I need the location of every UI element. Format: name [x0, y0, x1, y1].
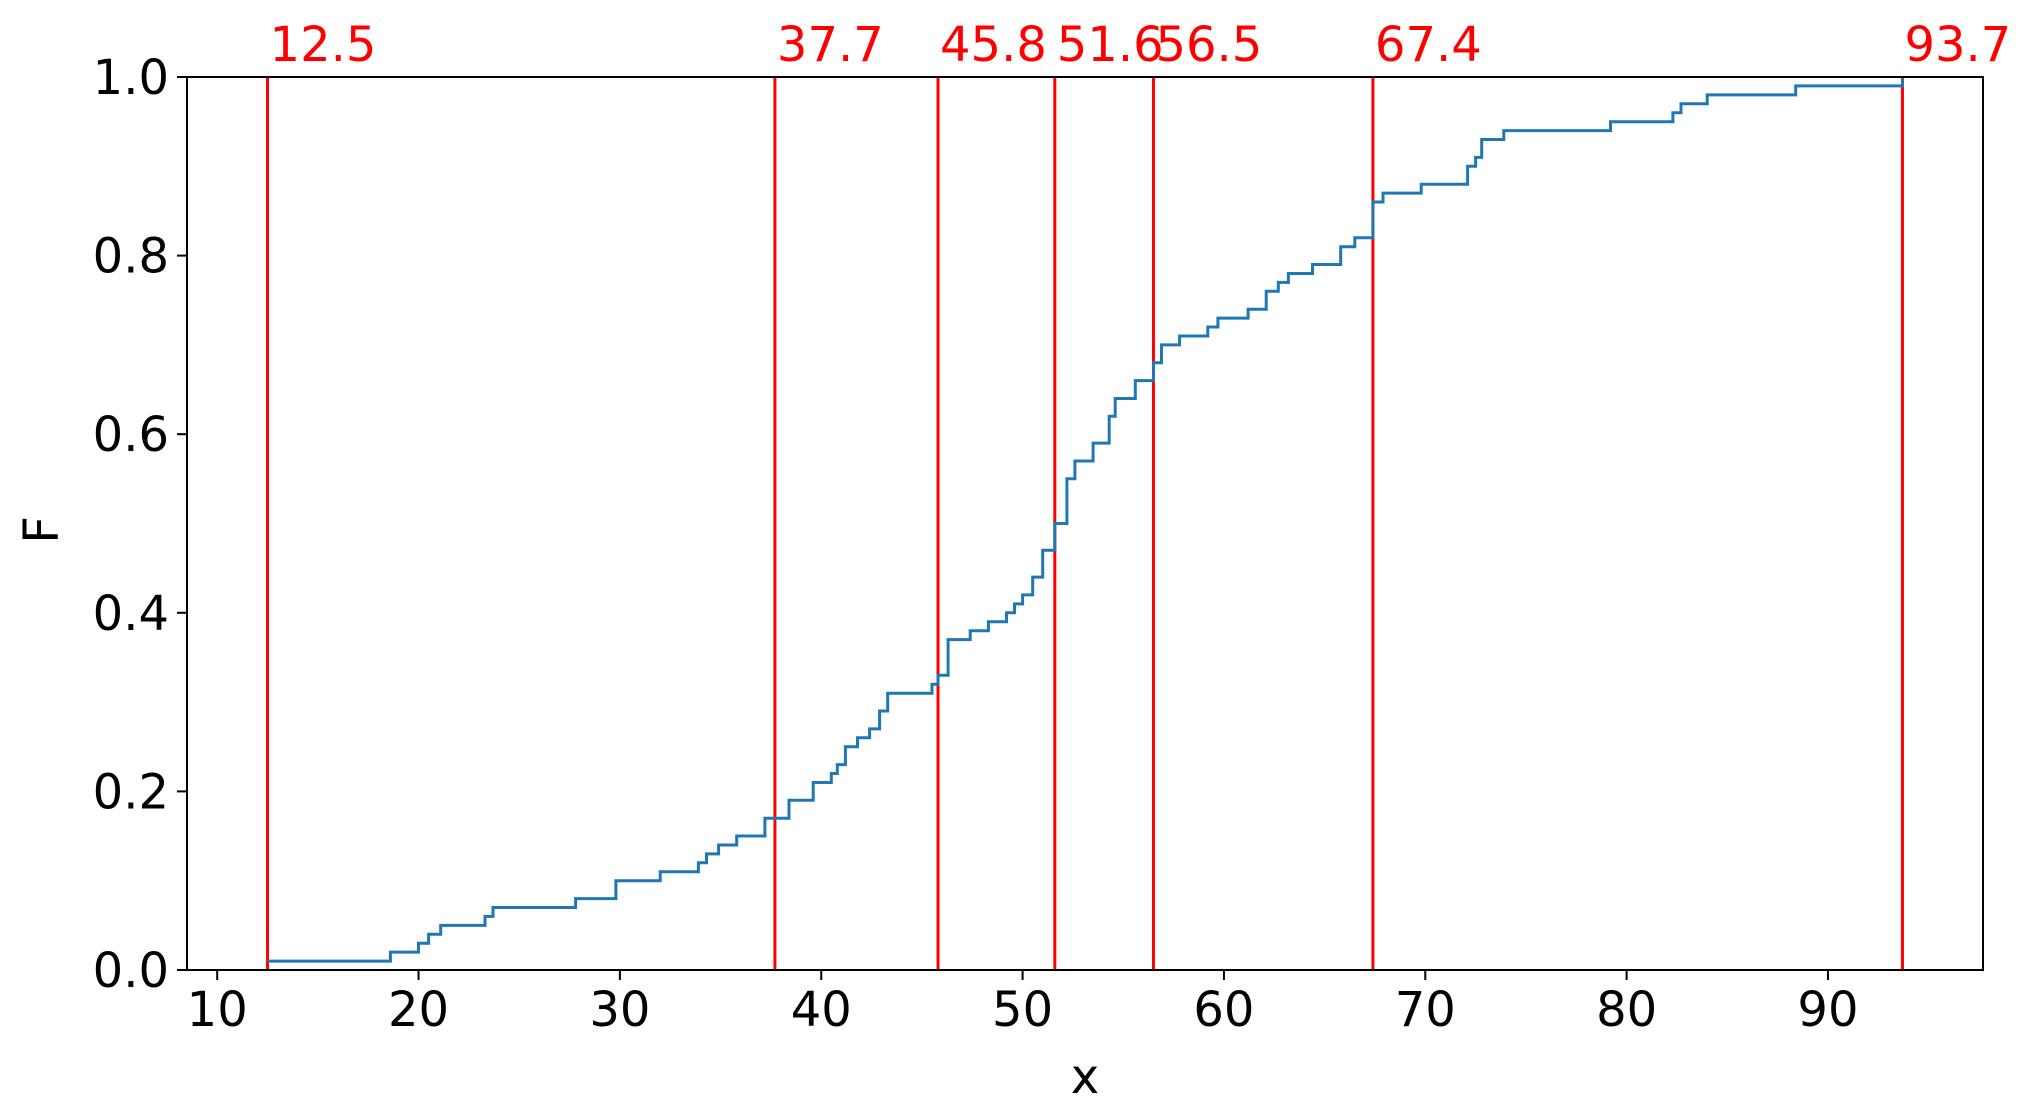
y-tick-label: 0.2: [93, 764, 169, 820]
y-tick-label: 0.8: [93, 229, 169, 285]
y-tick-label: 1.0: [93, 50, 169, 106]
y-axis-label: F: [14, 516, 70, 544]
y-axis-ticks: 0.0 0.2 0.4 0.6 0.8 1.0: [93, 50, 187, 999]
x-tick-label: 80: [1596, 982, 1657, 1038]
ecdf-series-line-0: [267, 77, 1904, 963]
vline-value-label: 37.7: [777, 17, 884, 73]
vline-value-label: 45.8: [940, 17, 1047, 73]
vline-value-label: 93.7: [1904, 17, 2011, 73]
x-tick-label: 40: [791, 982, 852, 1038]
plot-content: [266, 77, 1904, 970]
vline-value-label: 12.5: [270, 17, 377, 73]
vertical-line-labels: 12.5 37.7 45.8 51.656.5 67.4 93.7: [270, 17, 2012, 73]
x-tick-label: 60: [1193, 982, 1254, 1038]
y-tick-label: 0.0: [93, 943, 169, 999]
x-tick-label: 30: [589, 982, 650, 1038]
y-tick-label: 0.4: [93, 586, 169, 642]
vline-value-label: 56.5: [1155, 17, 1262, 73]
x-tick-label: 70: [1395, 982, 1456, 1038]
x-axis-label: x: [1071, 1049, 1099, 1105]
vline-value-label: 51.6: [1057, 17, 1164, 73]
x-tick-label: 20: [388, 982, 449, 1038]
plot-area-frame: [186, 76, 1984, 971]
x-tick-label: 90: [1797, 982, 1858, 1038]
x-tick-label: 10: [187, 982, 248, 1038]
vline-value-label: 67.4: [1375, 17, 1482, 73]
x-tick-label: 50: [992, 982, 1053, 1038]
x-axis-ticks: 10 20 30 40 50 60 70 80 90: [187, 970, 1859, 1038]
y-tick-label: 0.6: [93, 407, 169, 463]
